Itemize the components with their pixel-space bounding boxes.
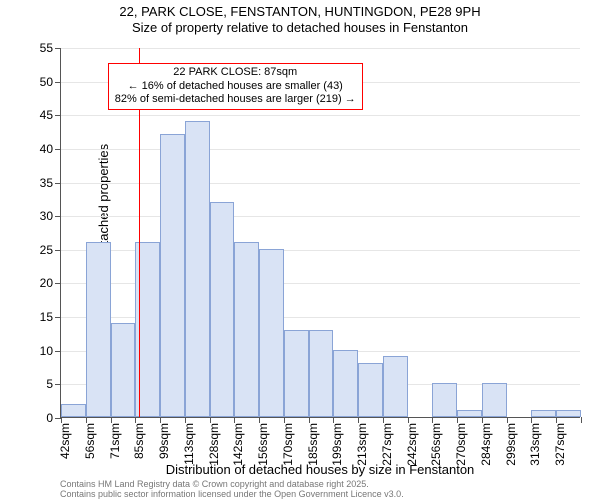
histogram-bar <box>185 121 210 417</box>
histogram-bar <box>160 134 185 417</box>
histogram-bar <box>309 330 334 417</box>
x-tick-label: 142sqm <box>231 423 245 466</box>
x-tick-label: 256sqm <box>429 423 443 466</box>
x-tick-label: 99sqm <box>157 423 171 459</box>
x-tick-label: 213sqm <box>355 423 369 466</box>
x-tick-label: 170sqm <box>281 423 295 466</box>
chart-container: 22, PARK CLOSE, FENSTANTON, HUNTINGDON, … <box>0 0 600 500</box>
y-tick-label: 55 <box>40 41 53 55</box>
x-tick-label: 71sqm <box>108 423 122 459</box>
y-tick <box>55 283 61 284</box>
x-tick-label: 284sqm <box>479 423 493 466</box>
x-tick-label: 113sqm <box>182 423 196 465</box>
y-tick-label: 5 <box>46 377 53 391</box>
x-tick-label: 270sqm <box>454 423 468 466</box>
x-tick-label: 327sqm <box>553 423 567 466</box>
y-tick <box>55 82 61 83</box>
footer-attribution: Contains HM Land Registry data © Crown c… <box>60 480 404 500</box>
x-tick-label: 199sqm <box>330 423 344 466</box>
y-tick-label: 25 <box>40 243 53 257</box>
y-tick <box>55 115 61 116</box>
y-tick-label: 40 <box>40 142 53 156</box>
x-tick-label: 56sqm <box>83 423 97 459</box>
y-tick <box>55 216 61 217</box>
y-tick-label: 20 <box>40 276 53 290</box>
plot-area: 051015202530354045505542sqm56sqm71sqm85s… <box>60 48 580 418</box>
annotation-box: 22 PARK CLOSE: 87sqm← 16% of detached ho… <box>108 63 363 110</box>
x-tick-label: 242sqm <box>405 423 419 466</box>
y-tick-label: 30 <box>40 209 53 223</box>
x-tick-label: 156sqm <box>256 423 270 466</box>
y-tick-label: 10 <box>40 344 53 358</box>
y-tick-label: 45 <box>40 108 53 122</box>
x-tick-label: 85sqm <box>132 423 146 459</box>
y-tick-label: 0 <box>46 411 53 425</box>
y-tick <box>55 351 61 352</box>
y-tick-label: 15 <box>40 310 53 324</box>
x-tick-label: 42sqm <box>58 423 72 459</box>
y-tick <box>55 384 61 385</box>
histogram-bar <box>284 330 309 417</box>
x-tick-label: 128sqm <box>207 423 221 466</box>
histogram-bar <box>358 363 383 417</box>
x-tick-label: 313sqm <box>528 423 542 466</box>
y-tick <box>55 317 61 318</box>
histogram-bar <box>482 383 507 417</box>
histogram-bar <box>556 410 581 417</box>
histogram-bar <box>383 356 408 417</box>
histogram-bar <box>234 242 259 417</box>
x-tick <box>581 417 582 423</box>
histogram-bar <box>86 242 111 417</box>
y-tick-label: 50 <box>40 75 53 89</box>
x-tick-label: 299sqm <box>504 423 518 466</box>
title-line-2: Size of property relative to detached ho… <box>0 20 600 36</box>
annotation-line-3: 82% of semi-detached houses are larger (… <box>115 93 356 107</box>
histogram-bar <box>457 410 482 417</box>
y-tick-label: 35 <box>40 176 53 190</box>
histogram-bar <box>432 383 457 417</box>
histogram-bar <box>333 350 358 417</box>
x-axis-title: Distribution of detached houses by size … <box>60 462 580 477</box>
histogram-bar <box>531 410 556 417</box>
footer-line-2: Contains public sector information licen… <box>60 490 404 500</box>
y-tick <box>55 149 61 150</box>
title-block: 22, PARK CLOSE, FENSTANTON, HUNTINGDON, … <box>0 0 600 37</box>
title-line-1: 22, PARK CLOSE, FENSTANTON, HUNTINGDON, … <box>0 4 600 20</box>
y-tick <box>55 48 61 49</box>
annotation-line-1: 22 PARK CLOSE: 87sqm <box>115 66 356 80</box>
x-tick-label: 227sqm <box>380 423 394 466</box>
y-tick <box>55 183 61 184</box>
histogram-bar <box>111 323 136 417</box>
histogram-bar <box>259 249 284 417</box>
x-tick-label: 185sqm <box>306 423 320 466</box>
histogram-bar <box>210 202 235 417</box>
y-tick <box>55 250 61 251</box>
histogram-bar <box>61 404 86 417</box>
annotation-line-2: ← 16% of detached houses are smaller (43… <box>115 80 356 94</box>
